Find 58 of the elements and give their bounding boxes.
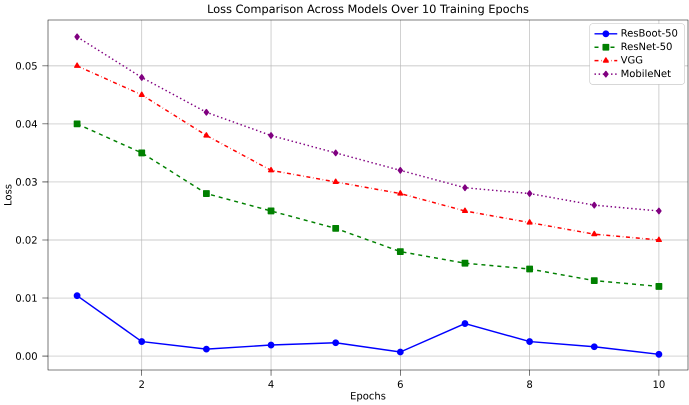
x-tick-label: 6 xyxy=(398,380,403,388)
y-tick-label: 0.05 xyxy=(16,62,37,70)
x-tick-label: 8 xyxy=(527,380,532,388)
x-axis-title: Epochs xyxy=(351,392,386,402)
point xyxy=(656,283,662,290)
x-tick-label: 4 xyxy=(268,380,274,388)
point xyxy=(526,219,533,225)
point xyxy=(268,208,274,214)
point xyxy=(526,190,532,197)
point xyxy=(656,208,662,214)
point xyxy=(268,342,274,348)
point xyxy=(396,248,404,255)
legend-label: ResBoot-50 xyxy=(622,29,678,37)
point xyxy=(138,91,145,97)
point xyxy=(656,236,662,242)
y-tick-label: 0.02 xyxy=(16,236,37,244)
point xyxy=(462,260,468,267)
x-tick-label: 10 xyxy=(654,380,665,388)
point xyxy=(268,166,274,172)
point xyxy=(139,74,144,81)
y-axis-title: Loss xyxy=(4,184,12,205)
point xyxy=(590,343,598,350)
point xyxy=(138,338,146,345)
point xyxy=(398,166,404,174)
point xyxy=(138,150,146,156)
y-tick-label: 0.01 xyxy=(16,294,37,302)
point xyxy=(590,277,598,284)
point xyxy=(526,266,534,272)
point xyxy=(591,230,598,236)
point xyxy=(462,208,468,214)
point xyxy=(332,224,340,232)
point xyxy=(74,33,80,40)
y-tick-label: 0.03 xyxy=(16,178,37,186)
point xyxy=(462,320,468,327)
point xyxy=(74,292,80,300)
point xyxy=(332,339,340,346)
point xyxy=(526,338,534,345)
point xyxy=(396,348,404,356)
point xyxy=(462,184,468,192)
y-tick-label: 0.04 xyxy=(16,120,38,128)
legend-label: ResNet-50 xyxy=(622,42,672,50)
point xyxy=(332,178,339,184)
y-tick-label: 0.00 xyxy=(16,352,37,360)
point xyxy=(74,62,80,68)
point xyxy=(592,202,597,209)
x-tick-label: 2 xyxy=(139,380,144,388)
point xyxy=(268,132,274,139)
point xyxy=(74,120,80,128)
legend-label: MobileNet xyxy=(622,69,671,78)
point xyxy=(202,346,210,353)
point xyxy=(397,190,404,196)
chart-title: Loss Comparison Across Models Over 10 Training Epochs xyxy=(208,4,528,16)
point xyxy=(203,132,210,138)
point xyxy=(332,150,338,156)
point xyxy=(202,190,210,197)
point xyxy=(656,350,662,358)
point xyxy=(204,108,210,116)
legend-label: VGG xyxy=(620,56,642,64)
